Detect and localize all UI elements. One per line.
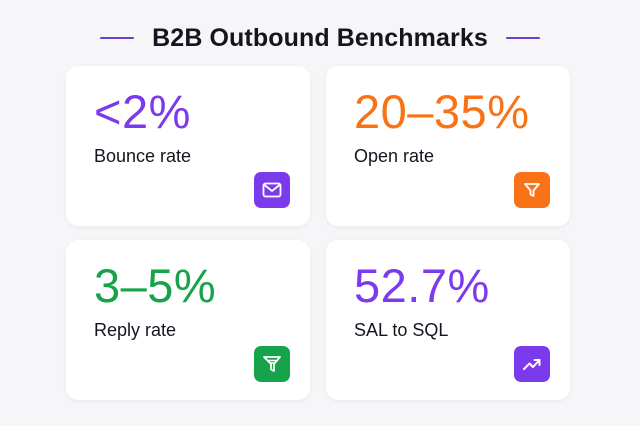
benchmark-label: SAL to SQL [354, 320, 449, 340]
benchmark-value: <2% [94, 85, 191, 138]
benchmark-card-open-rate: 20–35% Open rate [326, 66, 570, 226]
title-divider-right [505, 37, 540, 39]
mail-icon [254, 172, 290, 208]
benchmark-card-reply-rate: 3–5% Reply rate [66, 240, 310, 400]
benchmark-label: Bounce rate [94, 146, 192, 166]
reply-funnel-icon [254, 346, 290, 382]
benchmark-value: 20–35% [354, 85, 530, 138]
benchmark-value: 52.7% [354, 259, 490, 312]
title-divider-left [100, 37, 135, 39]
benchmark-label: Reply rate [94, 320, 177, 340]
header: B2B Outbound Benchmarks [0, 18, 640, 58]
trending-up-icon [514, 346, 550, 382]
benchmark-card-bounce-rate: <2% Bounce rate [66, 66, 310, 226]
benchmark-label: Open rate [354, 146, 435, 166]
benchmark-card-sal-to-sql: 52.7% SAL to SQL [326, 240, 570, 400]
funnel-icon [514, 172, 550, 208]
page-title: B2B Outbound Benchmarks [152, 23, 488, 52]
benchmark-value: 3–5% [94, 259, 217, 312]
